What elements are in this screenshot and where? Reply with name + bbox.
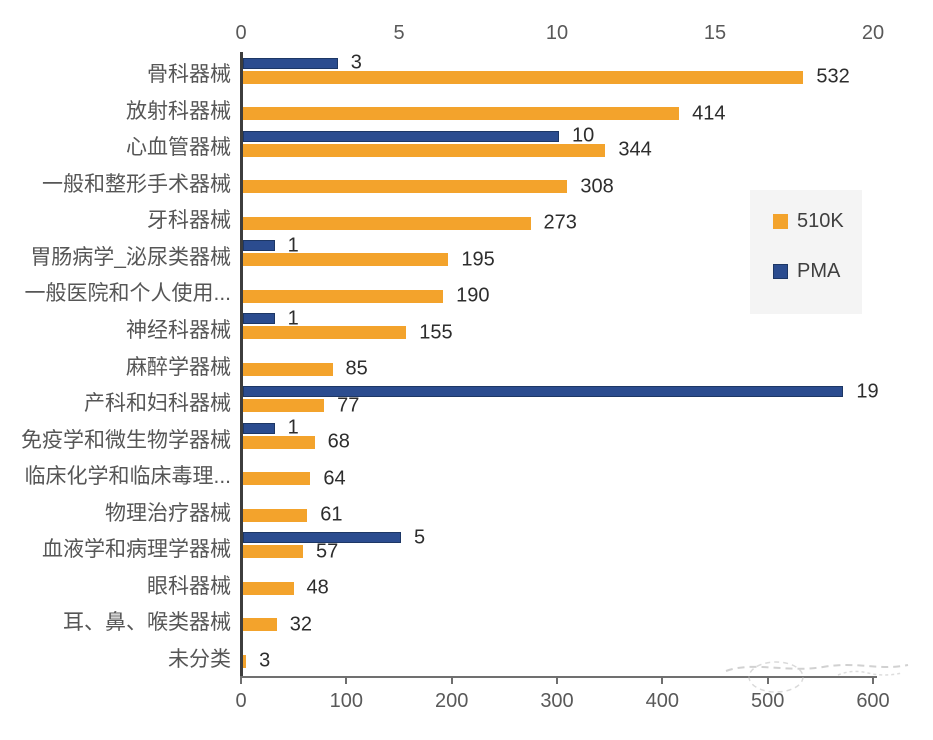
510k-bar xyxy=(243,472,311,486)
category-label: 一般和整形手术器械 xyxy=(42,172,231,196)
bottom-axis-tick-label: 200 xyxy=(434,690,469,712)
legend-item-510k: 510K xyxy=(773,210,844,233)
bottom-axis-tick xyxy=(556,676,558,684)
category-label: 骨科器械 xyxy=(147,63,231,87)
pma-value-label: 1 xyxy=(287,307,299,330)
510k-bar xyxy=(243,545,304,559)
pma-value-label: 5 xyxy=(414,526,426,549)
legend-label-510k: 510K xyxy=(797,210,844,232)
510k-bar xyxy=(243,216,531,230)
bottom-axis-line xyxy=(240,676,877,678)
category-label: 神经科器械 xyxy=(126,318,231,342)
510k-bar xyxy=(243,435,315,449)
510k-value-label: 64 xyxy=(323,467,346,490)
category-label: 耳、鼻、喉类器械 xyxy=(63,611,231,635)
category-label: 免疫学和微生物学器械 xyxy=(21,428,231,452)
category-label: 产科和妇科器械 xyxy=(84,392,231,416)
top-axis-tick-label: 15 xyxy=(703,22,727,44)
bottom-axis-tick-label: 100 xyxy=(329,690,364,712)
pma-bar xyxy=(243,422,275,434)
category-label: 放射科器械 xyxy=(126,99,231,123)
510k-value-label: 308 xyxy=(580,175,614,198)
510k-value-label: 32 xyxy=(289,613,312,636)
510k-bar xyxy=(243,143,606,157)
510k-value-label: 155 xyxy=(419,321,453,344)
bottom-axis-tick xyxy=(450,676,453,684)
bottom-axis-tick xyxy=(661,676,664,684)
bottom-axis-tick xyxy=(872,676,874,684)
category-label: 牙科器械 xyxy=(147,209,231,233)
510k-value-label: 68 xyxy=(327,430,350,453)
510k-bar xyxy=(243,654,247,668)
category-label: 心血管器械 xyxy=(126,136,231,160)
510k-value-label: 3 xyxy=(259,649,271,672)
legend: 510K PMA xyxy=(750,190,862,314)
pma-legend-swatch-icon xyxy=(773,264,788,279)
510k-value-label: 190 xyxy=(456,284,490,307)
pma-value-label: 19 xyxy=(856,380,879,403)
510k-value-label: 48 xyxy=(306,576,329,599)
bottom-axis-tick-label: 400 xyxy=(645,690,680,712)
pma-value-label: 1 xyxy=(287,416,299,439)
bottom-axis-tick xyxy=(766,676,769,684)
pma-bar xyxy=(243,240,275,252)
510k-value-label: 57 xyxy=(316,540,339,563)
top-axis-tick-label: 20 xyxy=(861,22,885,44)
category-axis-line xyxy=(240,52,243,678)
bottom-axis-tick-label: 600 xyxy=(856,690,890,712)
category-label: 血液学和病理学器械 xyxy=(42,538,231,562)
510k-bar xyxy=(243,70,804,84)
category-label: 未分类 xyxy=(168,647,231,671)
510k-bar xyxy=(243,581,294,595)
510k-value-label: 532 xyxy=(816,65,850,88)
bottom-axis-tick xyxy=(240,676,242,684)
510k-bar xyxy=(243,326,407,340)
510k-bar xyxy=(243,508,308,522)
category-label: 麻醉学器械 xyxy=(126,355,231,379)
510k-bar xyxy=(243,289,444,303)
legend-item-pma: PMA xyxy=(773,260,840,283)
category-label: 胃肠病学_泌尿类器械 xyxy=(30,245,231,269)
510k-bar xyxy=(243,362,333,376)
510k-value-label: 61 xyxy=(320,503,343,526)
510k-value-label: 77 xyxy=(337,394,360,417)
pma-bar xyxy=(243,386,844,398)
top-axis-tick-label: 0 xyxy=(235,22,247,44)
bottom-axis-tick xyxy=(345,676,348,684)
510k-value-label: 273 xyxy=(543,211,577,234)
top-axis-tick-label: 5 xyxy=(393,22,405,44)
pma-bar xyxy=(243,130,559,142)
510k-value-label: 414 xyxy=(692,102,726,125)
pma-value-label: 10 xyxy=(572,124,595,147)
510k-bar xyxy=(243,618,277,632)
bottom-axis-tick-label: 500 xyxy=(750,690,785,712)
510k-value-label: 85 xyxy=(345,357,368,380)
510k-bar xyxy=(243,399,325,413)
pma-value-label: 1 xyxy=(287,234,299,257)
category-label: 物理治疗器械 xyxy=(105,501,231,525)
510k-bar xyxy=(243,180,568,194)
category-label: 眼科器械 xyxy=(147,574,231,598)
510k-legend-swatch-icon xyxy=(773,214,788,229)
510k-value-label: 195 xyxy=(461,248,495,271)
510k-value-label: 344 xyxy=(618,138,652,161)
bottom-axis-tick-label: 300 xyxy=(540,690,574,712)
pma-bar xyxy=(243,57,338,69)
pma-bar xyxy=(243,313,275,325)
510k-bar xyxy=(243,253,449,267)
510k-bar xyxy=(243,107,680,121)
legend-label-pma: PMA xyxy=(797,260,841,282)
category-label: 临床化学和临床毒理... xyxy=(24,465,231,489)
bottom-axis-tick-label: 0 xyxy=(235,690,247,712)
category-label: 一般医院和个人使用... xyxy=(24,282,231,306)
pma-value-label: 3 xyxy=(350,51,362,74)
pma-bar xyxy=(243,532,401,544)
top-axis-tick-label: 10 xyxy=(545,22,569,44)
